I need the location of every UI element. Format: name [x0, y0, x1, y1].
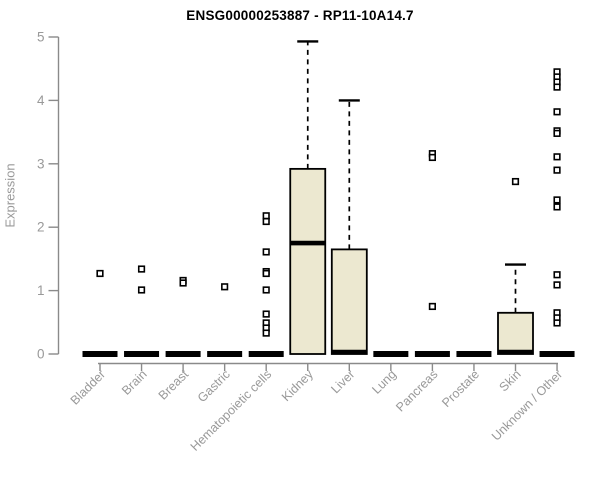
- outlier-unknown-other: [553, 203, 561, 211]
- x-axis-label-breast: Breast: [156, 367, 192, 403]
- x-axis-label-bladder: Bladder: [68, 367, 108, 407]
- outlier-unknown-other: [553, 281, 561, 289]
- collapsed-box-brain: [124, 351, 160, 357]
- outlier-unknown-other: [553, 108, 561, 116]
- outlier-pancreas: [428, 153, 437, 162]
- outlier-hematopoietic-cells: [262, 329, 270, 337]
- collapsed-box-bladder: [82, 351, 118, 357]
- collapsed-box-pancreas: [414, 351, 450, 357]
- y-tick-label: 0: [37, 347, 45, 362]
- collapsed-box-breast: [165, 351, 201, 357]
- outlier-breast: [179, 279, 187, 287]
- y-tick-label: 4: [37, 93, 45, 108]
- outlier-unknown-other: [553, 83, 561, 91]
- y-tick-label: 5: [37, 30, 45, 45]
- outlier-hematopoietic-cells: [262, 269, 270, 278]
- box-kidney: [289, 167, 327, 355]
- chart-title: ENSG00000253887 - RP11-10A14.7: [186, 8, 414, 23]
- collapsed-box-gastric: [207, 351, 243, 357]
- collapsed-box-prostate: [456, 351, 492, 357]
- x-axis-label-gastric: Gastric: [195, 367, 233, 405]
- x-axis-label-liver: Liver: [328, 367, 357, 396]
- outlier-hematopoietic-cells: [262, 212, 270, 220]
- outlier-gastric: [221, 283, 229, 291]
- outlier-pancreas: [428, 302, 437, 311]
- x-axis-label-unknown-other: Unknown / Other: [489, 367, 565, 443]
- x-axis-label-prostate: Prostate: [439, 367, 482, 410]
- box-skin: [497, 311, 534, 355]
- x-axis-label-pancreas: Pancreas: [393, 367, 440, 414]
- box-liver: [330, 248, 368, 355]
- x-axis-label-brain: Brain: [119, 367, 150, 398]
- y-tick-label: 2: [37, 220, 45, 235]
- outlier-unknown-other: [553, 129, 561, 137]
- outlier-skin: [511, 177, 520, 186]
- outlier-bladder: [96, 269, 104, 278]
- y-tick-label: 1: [37, 283, 45, 298]
- collapsed-box-unknown-other: [539, 351, 575, 357]
- collapsed-box-hematopoietic-cells: [248, 351, 284, 357]
- x-axis-label-lung: Lung: [369, 367, 399, 397]
- outlier-unknown-other: [553, 271, 561, 279]
- outlier-hematopoietic-cells: [262, 248, 270, 256]
- y-tick-label: 3: [37, 156, 45, 171]
- outlier-hematopoietic-cells: [262, 310, 270, 318]
- outlier-unknown-other: [553, 196, 561, 204]
- outlier-unknown-other: [553, 153, 561, 161]
- x-axis-label-skin: Skin: [497, 367, 524, 394]
- collapsed-box-lung: [373, 351, 409, 357]
- outlier-brain: [137, 265, 146, 273]
- outlier-hematopoietic-cells: [262, 286, 270, 294]
- x-axis-label-kidney: Kidney: [279, 367, 316, 404]
- outlier-brain: [137, 286, 146, 294]
- x-axis-label-hematopoietic-cells: Hematopoietic cells: [188, 367, 275, 454]
- outlier-unknown-other: [553, 166, 561, 174]
- outlier-unknown-other: [553, 319, 561, 327]
- outlier-hematopoietic-cells: [262, 217, 270, 226]
- y-axis-title: Expression: [2, 163, 18, 228]
